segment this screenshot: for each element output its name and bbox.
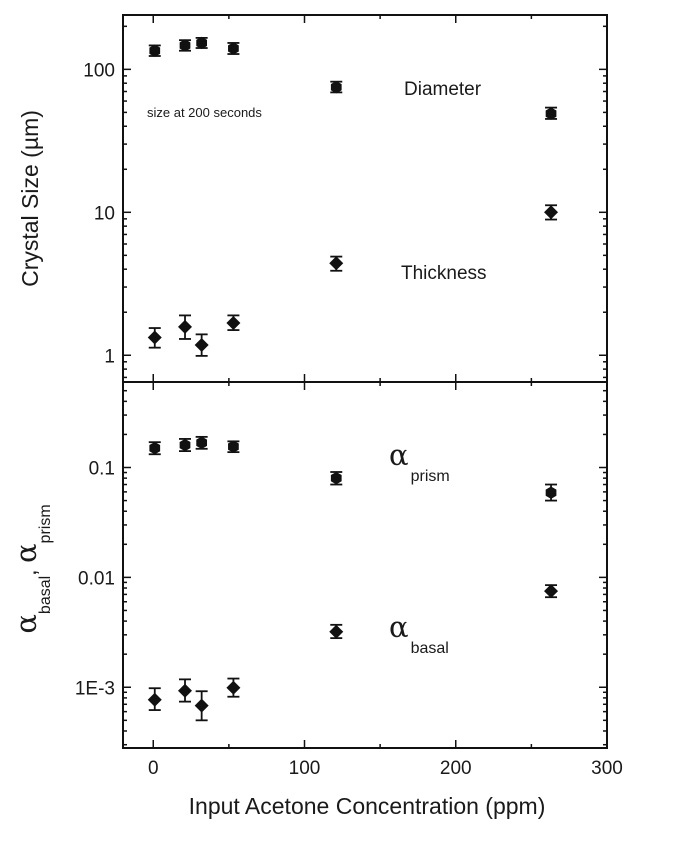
y-title-alpha: α [9,543,43,563]
Thickness-point [329,256,344,271]
x-axis-title: Input Acetone Concentration (ppm) [189,793,546,819]
alpha_prism-point [545,486,557,499]
alpha_prism-point [330,471,342,485]
y-title-alpha: α [9,614,43,634]
alpha-prism-symbol: α [389,438,409,472]
top-plot-frame [122,14,608,383]
alpha_basal-point [226,680,241,695]
bottom-y-axis-title: αbasal, αprism [9,504,54,633]
y-title-sub-basal: basal [37,576,54,614]
top-y-tick-label: 1 [104,346,115,367]
x-axis: 0 100 200 300 [148,758,623,779]
Thickness-point [226,316,241,331]
alpha_basal-point [194,698,209,713]
Thickness-point [147,330,162,345]
alpha_prism-point [228,440,239,453]
alpha_prism-point [149,441,161,455]
Thickness-point [194,337,209,352]
alpha-prism-subscript: prism [411,468,450,485]
Diameter-point [228,42,239,55]
alpha-basal-label: αbasal [389,610,449,657]
alpha_basal-point [178,683,193,698]
top-y-tick-label: 100 [83,60,115,81]
alpha-basal-symbol: α [389,610,409,644]
size-note: size at 200 seconds [147,105,262,120]
x-tick-label: 300 [591,758,623,779]
Diameter-point [545,107,557,120]
bottom-y-tick-label: 0.1 [89,459,115,480]
alpha_prism-point [196,436,208,449]
bottom-plot-frame [122,381,608,749]
alpha-prism-label: αprism [389,438,450,485]
alpha_basal-point [329,624,344,639]
alpha-basal-subscript: basal [411,640,449,657]
Diameter-point [196,36,208,50]
x-tick-label: 0 [148,758,159,779]
Diameter-point [330,81,342,94]
x-tick-label: 200 [440,758,472,779]
y-title-sub-prism: prism [37,504,54,543]
Diameter-point [149,44,161,57]
Thickness-point [544,205,559,220]
bottom-y-tick-label: 0.01 [78,568,115,589]
top-y-tick-label: 10 [94,203,115,224]
alpha_basal-point [147,692,162,707]
alpha_basal-point [544,584,559,599]
top-panel: 1 10 100 Diameter Thickness size at 200 secon… [17,14,608,383]
y-title-separator: , [15,563,41,576]
x-tick-label: 100 [289,758,321,779]
diameter-label: Diameter [404,79,482,100]
bottom-y-tick-label: 1E-3 [75,678,115,699]
top-y-axis-title: Crystal Size (µm) [17,110,43,287]
Diameter-point [179,39,191,52]
alpha_prism-point [179,438,191,452]
Thickness-point [178,319,193,334]
thickness-label: Thickness [401,263,487,284]
